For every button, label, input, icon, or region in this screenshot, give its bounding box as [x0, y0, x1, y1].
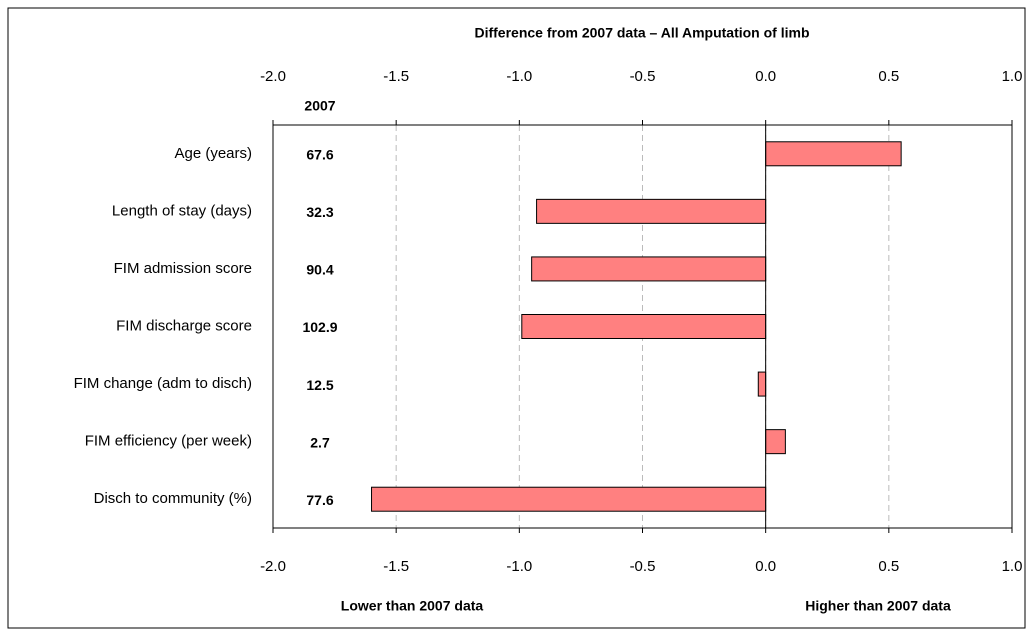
x-tick-label: 0.5: [878, 68, 899, 85]
x-tick-label: -0.5: [630, 68, 656, 85]
baseline-value: 90.4: [306, 262, 333, 278]
y-tick-label: Age (years): [174, 145, 252, 162]
y-tick-label: FIM efficiency (per week): [85, 433, 252, 450]
x-tick-label: -1.0: [506, 558, 532, 575]
y-tick-label: FIM change (adm to disch): [74, 375, 252, 392]
x-tick-label: 0.5: [878, 558, 899, 575]
x-tick-label: 0.0: [755, 68, 776, 85]
baseline-value: 12.5: [306, 377, 333, 393]
bar: [536, 198, 767, 224]
y-tick-label: Disch to community (%): [94, 490, 252, 507]
baseline-header: 2007: [304, 98, 335, 114]
plot-frame: [272, 124, 1013, 529]
y-tick-label: FIM admission score: [114, 260, 252, 277]
x-tick-label: -1.5: [383, 68, 409, 85]
x-tick-label: -1.0: [506, 68, 532, 85]
baseline-value: 102.9: [302, 319, 337, 335]
bar: [371, 486, 767, 512]
bar: [757, 371, 767, 397]
baseline-value: 2.7: [310, 434, 330, 450]
baseline-value: 77.6: [306, 492, 333, 508]
bar: [521, 314, 767, 339]
higher-label: Higher than 2007 data: [805, 598, 951, 614]
bar: [765, 141, 902, 167]
baseline-value: 67.6: [306, 146, 333, 162]
bar: [531, 256, 767, 282]
bar: [765, 429, 786, 455]
x-tick-label: 0.0: [755, 558, 776, 575]
chart-frame: [7, 7, 1026, 629]
x-tick-label: -0.5: [630, 558, 656, 575]
baseline-value: 32.3: [306, 204, 333, 220]
chart-title: Difference from 2007 data – All Amputati…: [474, 25, 809, 41]
y-tick-label: FIM discharge score: [116, 317, 252, 334]
lower-label: Lower than 2007 data: [341, 598, 484, 614]
x-tick-label: -2.0: [260, 68, 286, 85]
x-tick-label: 1.0: [1002, 558, 1023, 575]
x-tick-label: 1.0: [1002, 68, 1023, 85]
y-tick-label: Length of stay (days): [112, 202, 252, 219]
x-tick-label: -2.0: [260, 558, 286, 575]
x-tick-label: -1.5: [383, 558, 409, 575]
